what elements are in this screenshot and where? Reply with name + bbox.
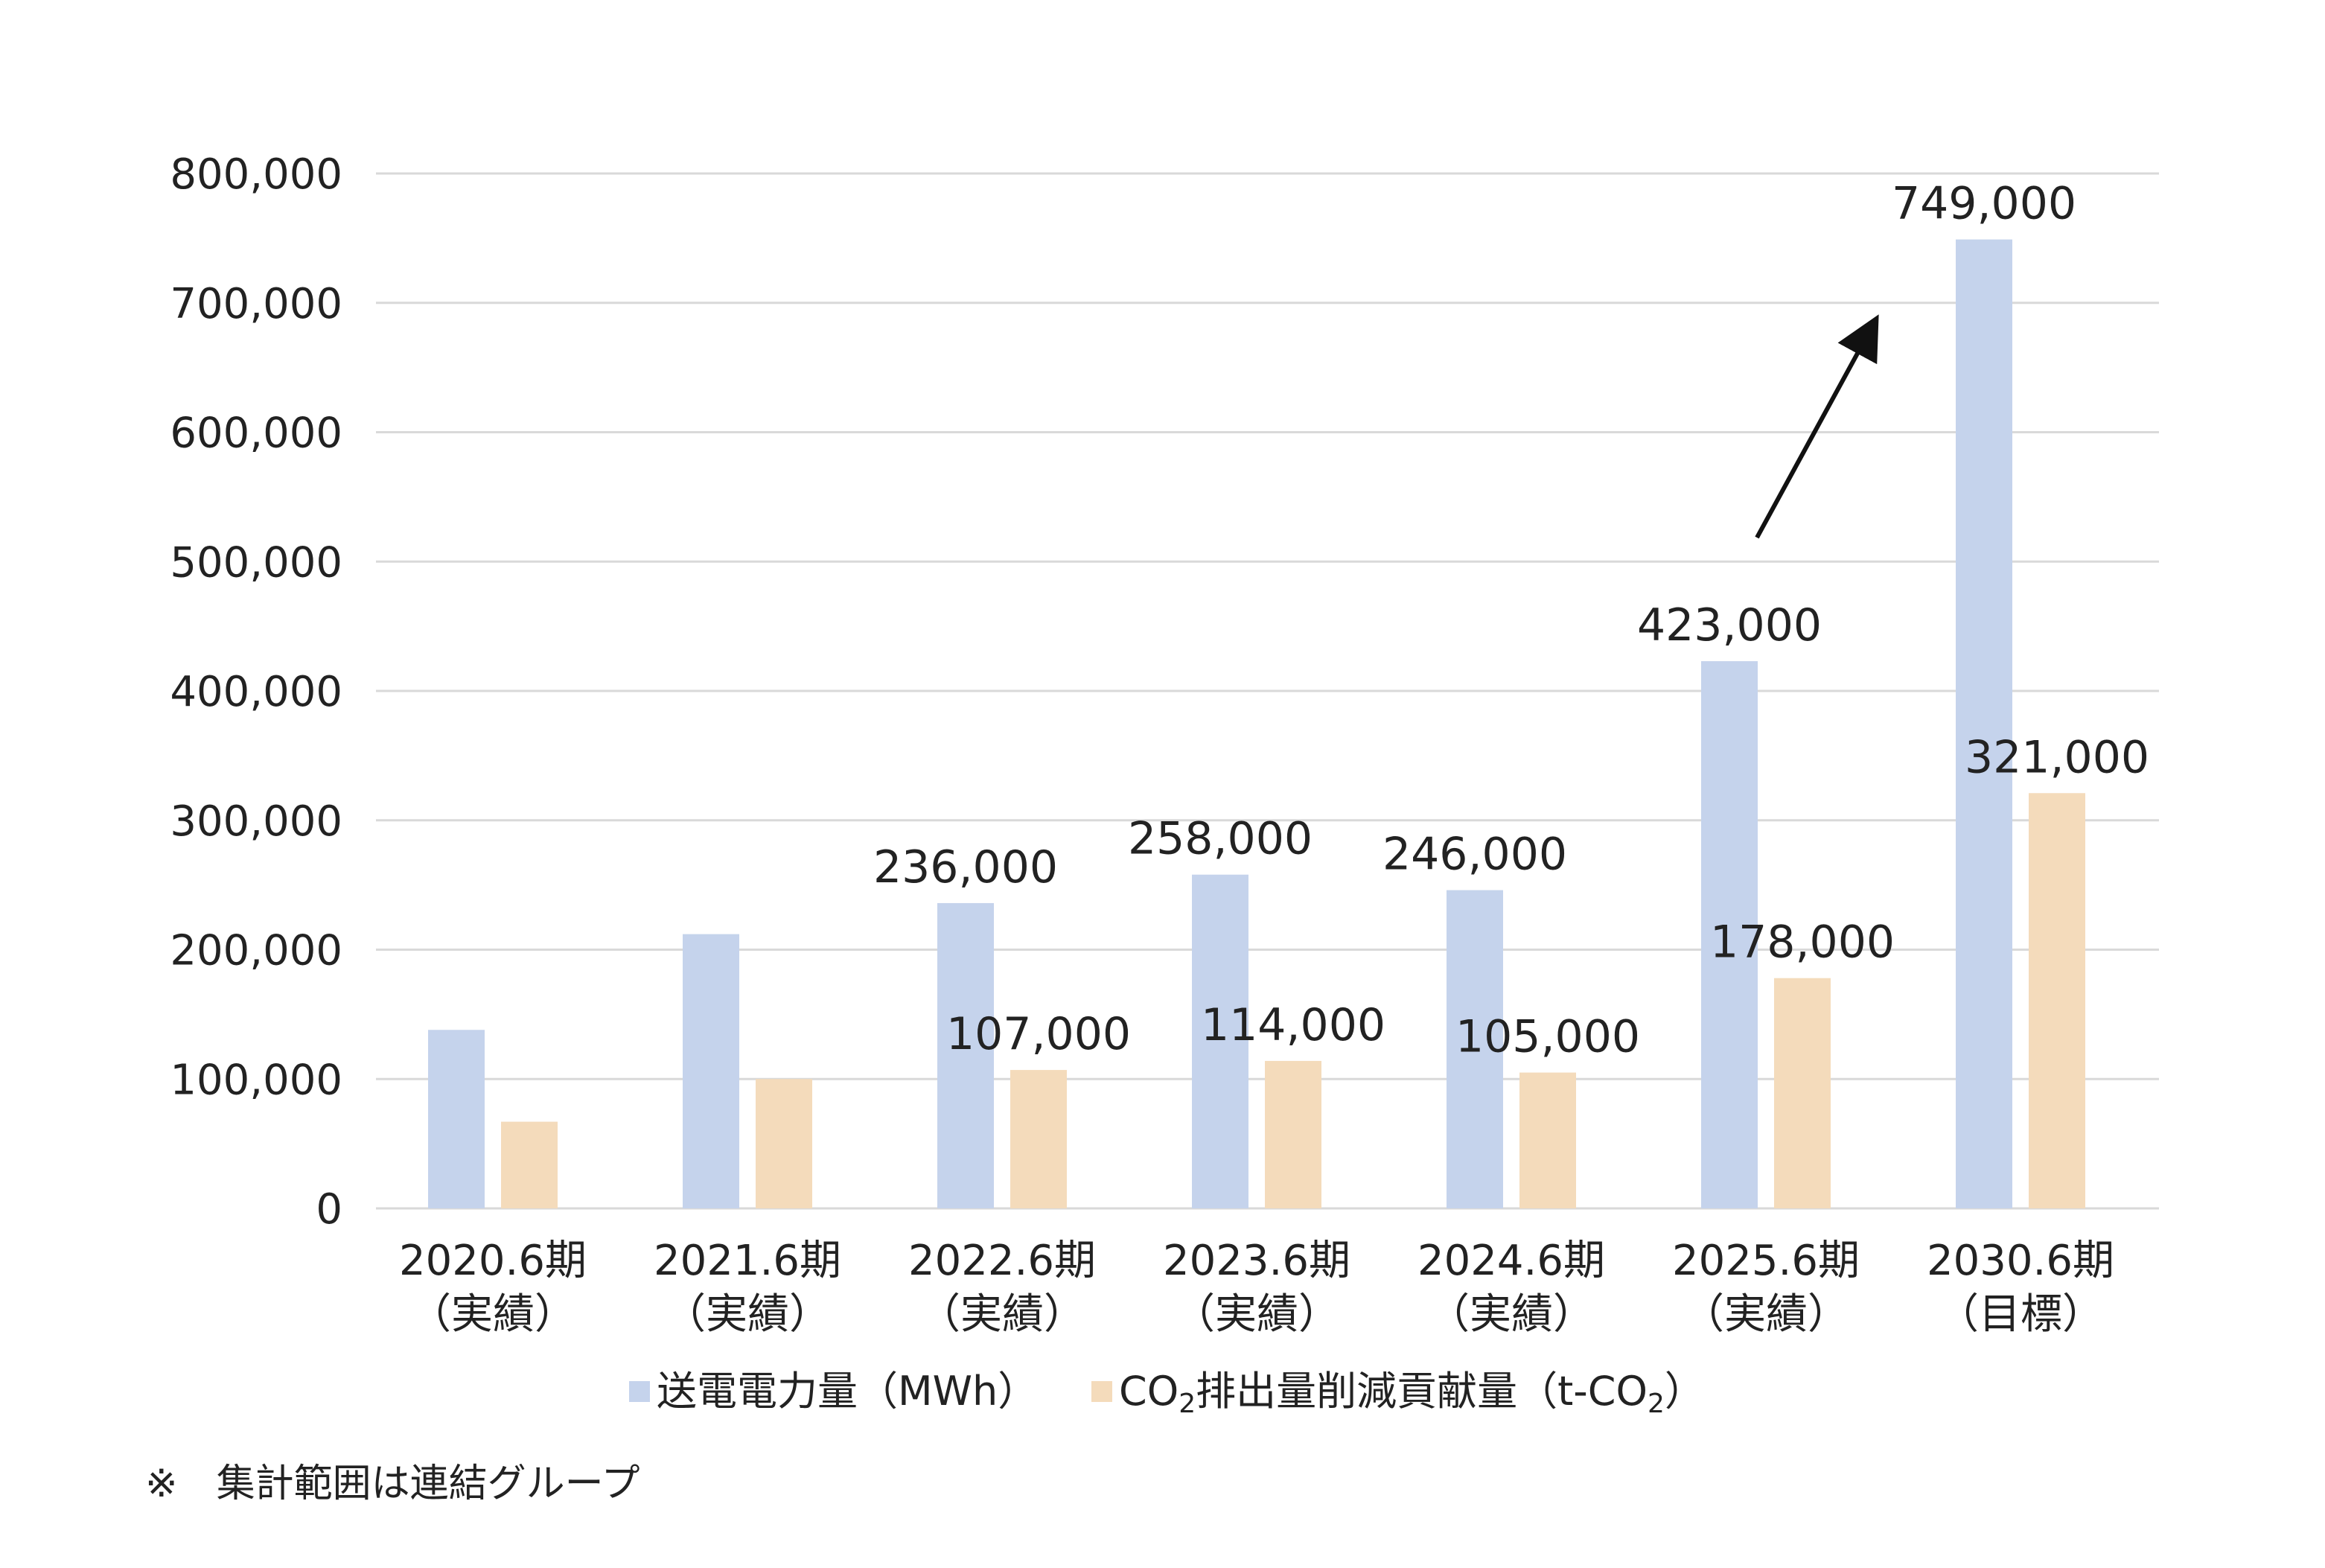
x-tick-sublabel: （実績） [664,1290,831,1339]
legend-label: CO2排出量削減貢献量（t-CO2） [1119,1368,1705,1419]
legend-label: 送電電力量（MWh） [657,1368,1038,1415]
bar-series-2 [1010,1070,1067,1208]
x-tick-label: 2021.6期 [654,1237,841,1285]
x-tick-sublabel: （実績） [409,1290,576,1339]
x-axis: 2020.6期 （実績） 2021.6期 （実績） 2022.6期 （実績） 2023.6期… [399,1237,2114,1339]
bar-series-2 [501,1121,558,1208]
x-tick-label: 2022.6期 [908,1237,1096,1285]
data-label: 114,000 [1201,999,1385,1051]
y-tick-label: 300,000 [170,797,342,846]
bar-series-1 [1447,890,1503,1208]
bar-series-2 [756,1079,812,1208]
data-label: 105,000 [1455,1011,1640,1063]
y-tick-label: 600,000 [170,409,342,458]
gridlines [376,172,2159,1210]
footnote: ※ 集計範囲は連結グループ [145,1462,640,1506]
bar-series-1 [428,1030,485,1208]
x-tick-sublabel: （目標） [1937,1290,2104,1339]
x-tick-sublabel: （実績） [1428,1290,1595,1339]
x-tick-sublabel: （実績） [919,1290,1085,1339]
x-tick-label: 2025.6期 [1672,1237,1860,1285]
y-tick-label: 200,000 [170,927,342,975]
data-label: 178,000 [1710,917,1895,969]
data-label: 236,000 [873,841,1058,893]
x-tick-label: 2024.6期 [1417,1237,1605,1285]
bar-series-2 [2029,793,2085,1208]
x-tick-label: 2030.6期 [1927,1237,2114,1285]
y-tick-label: 800,000 [170,150,342,199]
trend-arrow [1755,314,1879,539]
bar-series-2 [1774,978,1831,1208]
y-tick-label: 500,000 [170,538,342,587]
data-labels: 236,000 258,000 246,000 423,000 749,000 107,0… [873,178,2149,1063]
data-label: 107,000 [946,1008,1131,1060]
y-tick-label: 700,000 [170,280,342,328]
data-label: 246,000 [1382,829,1567,881]
y-axis: 0 100,000 200,000 300,000 400,000 500,000 600,… [170,150,342,1234]
bar-series-1 [683,934,739,1208]
y-tick-label: 0 [316,1185,342,1234]
x-tick-label: 2020.6期 [399,1237,587,1285]
bars [428,239,2085,1208]
data-label: 258,000 [1128,813,1313,865]
data-label: 749,000 [1892,178,2076,230]
bar-series-1 [1956,239,2012,1208]
legend-swatch [1091,1381,1112,1402]
bar-series-1 [1192,874,1248,1208]
x-tick-sublabel: （実績） [1683,1290,1849,1339]
y-tick-label: 100,000 [170,1056,342,1104]
bar-series-2 [1519,1072,1576,1208]
x-tick-sublabel: （実績） [1173,1290,1340,1339]
y-tick-label: 400,000 [170,668,342,716]
data-label: 321,000 [1965,731,2149,783]
legend-swatch [629,1381,650,1402]
data-label: 423,000 [1637,599,1822,651]
legend: 送電電力量（MWh） CO2排出量削減貢献量（t-CO2） [629,1368,1705,1419]
bar-series-2 [1265,1060,1321,1208]
bar-series-1 [937,902,994,1208]
x-tick-label: 2023.6期 [1163,1237,1350,1285]
bar-series-1 [1701,661,1758,1208]
